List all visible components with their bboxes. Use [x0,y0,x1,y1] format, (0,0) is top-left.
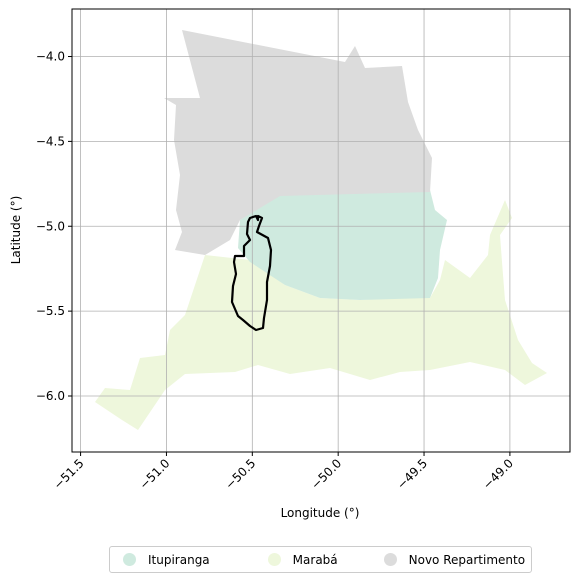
legend-label-itupiranga: Itupiranga [148,552,210,567]
axes-frame [71,8,571,453]
legend-entry-novo-repartimento: Novo Repartimento [383,552,526,567]
y-tick-label: −4.5 [36,134,65,148]
y-tick-label: −4.0 [36,50,65,64]
region-novo-repartimento [164,30,432,255]
region-maraba [95,200,547,430]
legend-label-maraba: Marabá [292,552,338,567]
y-tick-label: −5.5 [36,304,65,318]
x-axis-title: Longitude (°) [281,506,360,520]
y-axis-title: Latitude (°) [9,196,23,265]
x-tick-label: −49.0 [480,456,516,492]
x-tick-label: −49.5 [394,456,430,492]
x-tick-label: −51.0 [137,456,173,492]
study-area-outline [230,214,273,332]
legend: Itupiranga Marabá Novo Repartimento [109,546,532,573]
y-tick-label: −5.0 [36,219,65,233]
grid-lines [72,9,570,452]
legend-label-novo-repartimento: Novo Repartimento [408,552,526,567]
y-tick-label: −6.0 [36,389,65,403]
legend-entry-maraba: Marabá [267,552,338,567]
x-tick-label: −50.0 [308,456,344,492]
legend-marker-novo-repartimento [383,553,397,566]
region-itupiranga [238,190,447,300]
legend-marker-itupiranga [123,553,136,566]
legend-marker-maraba [267,553,281,566]
x-tick-label: −51.5 [51,456,87,492]
legend-entry-itupiranga: Itupiranga [123,553,210,567]
x-tick-label: −50.5 [223,456,259,492]
